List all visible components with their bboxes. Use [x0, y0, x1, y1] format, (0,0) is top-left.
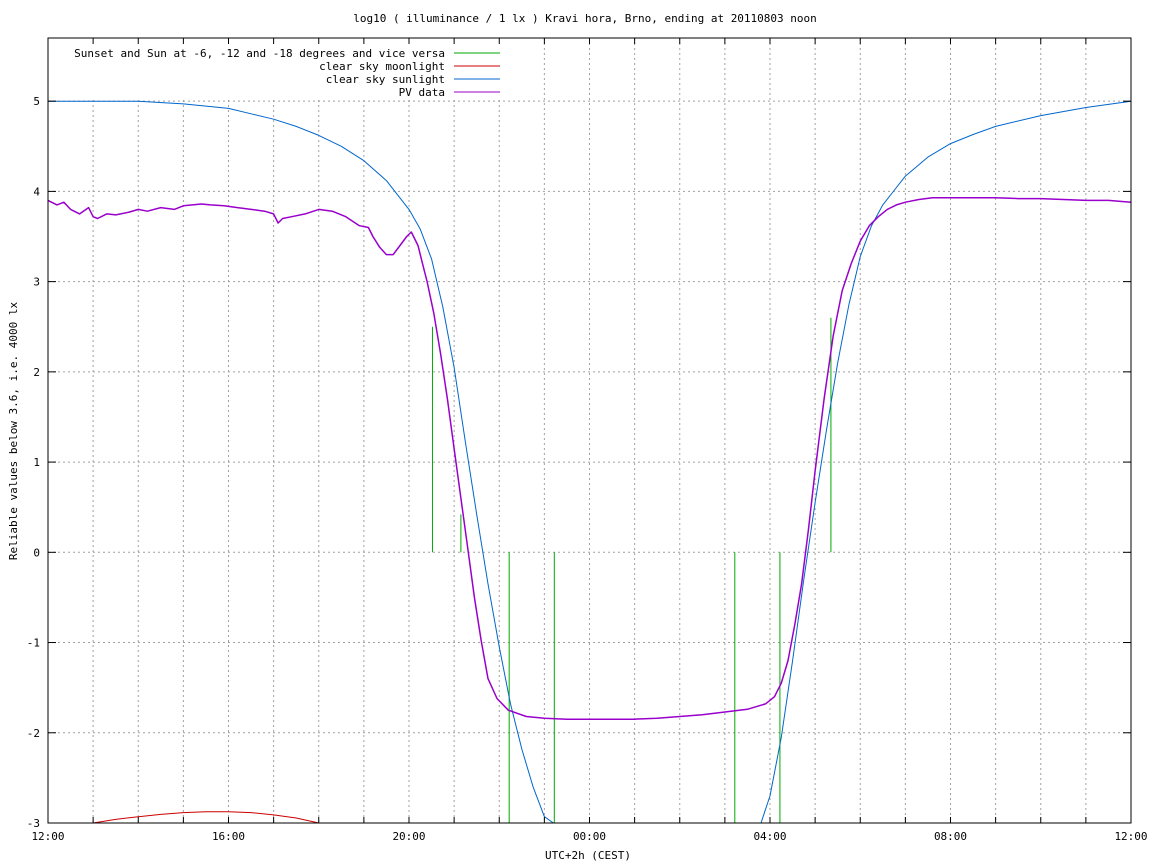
series-layer	[47, 100, 1132, 824]
y-tick-label: 5	[33, 95, 40, 108]
x-tick-label: 12:00	[1114, 830, 1147, 843]
x-tick-label: 16:00	[212, 830, 245, 843]
legend-layer: Sunset and Sun at -6, -12 and -18 degree…	[74, 47, 500, 99]
grid-layer	[48, 38, 1131, 823]
y-tick-label: 2	[33, 366, 40, 379]
x-axis-label: UTC+2h (CEST)	[545, 849, 631, 862]
x-tick-label: 04:00	[753, 830, 786, 843]
y-tick-label: -1	[27, 637, 40, 650]
y-axis-label: Reliable values below 3.6, i.e. 4000 lx	[7, 301, 20, 560]
x-tick-label: 12:00	[31, 830, 64, 843]
y-tick-label: 0	[33, 546, 40, 559]
plot-frame	[47, 37, 1132, 824]
y-tick-label: 1	[33, 456, 40, 469]
legend-label: clear sky moonlight	[319, 60, 445, 73]
legend-label: Sunset and Sun at -6, -12 and -18 degree…	[74, 47, 445, 60]
y-tick-label: -3	[27, 817, 40, 830]
y-tick-label: 4	[33, 185, 40, 198]
series-line	[93, 811, 319, 824]
legend-label: clear sky sunlight	[326, 73, 445, 86]
series-line	[47, 196, 1132, 720]
y-tick-label: 3	[33, 276, 40, 289]
series-line	[48, 100, 1132, 824]
chart-title: log10 ( illuminance / 1 lx ) Kravi hora,…	[353, 12, 817, 25]
x-tick-label: 20:00	[392, 830, 425, 843]
x-tick-label: 00:00	[573, 830, 606, 843]
tick-layer: -3 -2 -1 0 1 2 3 4 5 12:00 16:00 20:00 00:00 04:00 08:…	[27, 38, 1148, 843]
x-tick-label: 08:00	[934, 830, 967, 843]
y-tick-label: -2	[27, 727, 40, 740]
legend-label: PV data	[399, 86, 445, 99]
